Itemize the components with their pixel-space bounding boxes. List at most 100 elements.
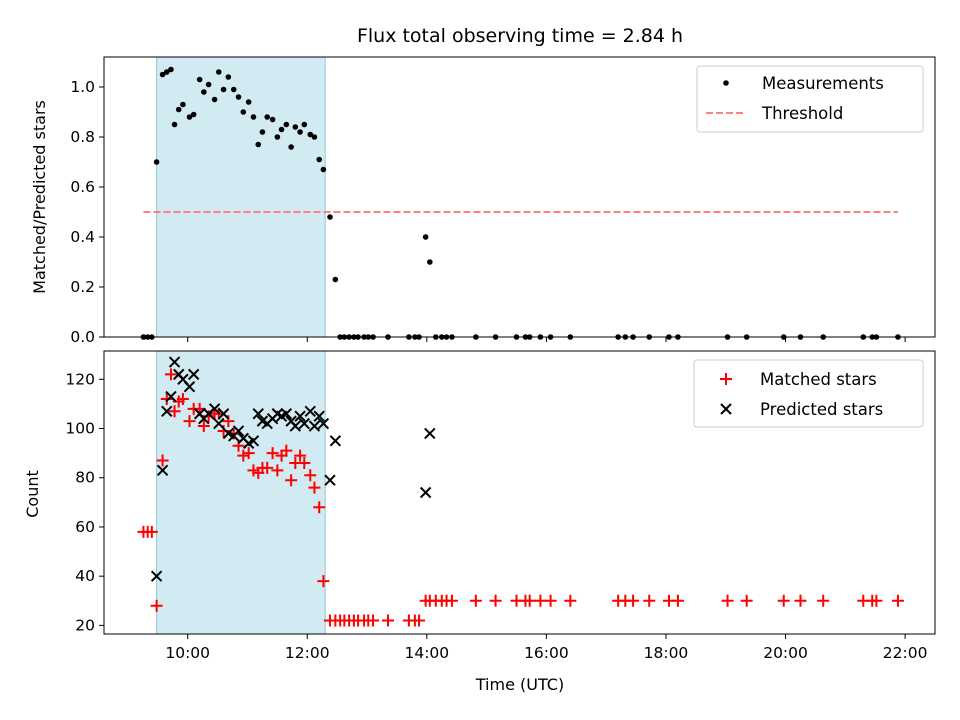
matched-star-point (197, 420, 210, 433)
matched-star-point (168, 405, 181, 418)
x-tick-label: 22:00 (883, 644, 928, 662)
measurement-point (215, 69, 222, 75)
y-tick-label: 1.0 (70, 78, 95, 96)
matched-star-point (413, 614, 426, 627)
top-plot-area: 0.0 0.2 0.4 0.6 0.8 1.0 (70, 56, 936, 346)
predicted-star-point (213, 417, 225, 430)
top-legend: Measurements Threshold (696, 65, 924, 133)
matched-star-point (627, 594, 640, 607)
measurement-point (297, 129, 303, 135)
measurement-point (259, 129, 266, 135)
y-tick-label: 20 (75, 616, 95, 634)
bottom-legend-box (693, 359, 924, 428)
chart-title: Flux total observing time = 2.84 h (357, 25, 683, 47)
matched-star-point (160, 392, 173, 405)
measurement-point (230, 86, 237, 93)
predicted-star-point (150, 570, 163, 582)
matched-star-point (294, 449, 307, 462)
predicted-star-point (165, 390, 177, 403)
y-tick-label: 0.6 (70, 178, 95, 196)
measurement-point (327, 214, 333, 220)
predicted-star-point (232, 425, 245, 437)
matched-star-point (777, 594, 790, 607)
y-tick-label: 100 (65, 420, 95, 438)
predicted-star-point (280, 408, 293, 420)
predicted-star-point (208, 403, 221, 415)
measurement-point (201, 89, 207, 95)
measurement-point (235, 94, 242, 100)
measurement-point (171, 121, 178, 128)
matched-star-point (445, 594, 458, 607)
predicted-star-point (187, 368, 200, 381)
measurement-point (283, 121, 290, 128)
predicted-star-point (313, 410, 325, 422)
bottom-legend: Matched stars Predicted stars (693, 359, 924, 428)
predicted-star-point (161, 405, 173, 417)
matched-star-point (145, 525, 158, 538)
matched-star-point (176, 392, 189, 405)
y-tick-label: 0.2 (70, 278, 95, 296)
measurement-point (225, 74, 232, 80)
x-tick-label: 20:00 (763, 644, 808, 662)
axes-frame (103, 56, 936, 338)
measurement-point (316, 156, 323, 163)
measurement-point (269, 116, 276, 123)
bottom-plot-area: 20 40 60 80 100 120 10:00 12:00 14:00 16:00 18:00 2… (65, 350, 936, 662)
matched-star-point (643, 594, 656, 607)
predicted-star-point (183, 380, 196, 393)
legend-threshold-label: Threshold (761, 104, 843, 123)
measurement-point (427, 259, 433, 265)
matched-star-point (564, 594, 577, 607)
matched-star-point (280, 444, 293, 457)
y-tick-label: 40 (75, 567, 95, 585)
measurement-point (163, 69, 170, 75)
predicted-star-point (289, 420, 302, 432)
matched-star-point (202, 410, 215, 423)
matched-star-point (469, 594, 482, 607)
matched-star-point (242, 447, 255, 460)
legend-matched-marker (720, 373, 732, 385)
matched-star-point (164, 368, 177, 381)
measurement-point (320, 166, 327, 173)
measurement-point (175, 106, 182, 113)
matched-star-point (313, 501, 326, 514)
measurement-point (307, 131, 314, 138)
predicted-star-point (252, 408, 264, 420)
x-axis-label: Time (UTC) (475, 675, 564, 694)
matched-star-point (304, 469, 317, 482)
observing-interval-shade (156, 56, 326, 338)
measurement-point (250, 114, 257, 120)
matched-star-point (237, 449, 250, 462)
y-tick-label: 120 (65, 370, 95, 388)
y-tick-label: 0.4 (70, 228, 95, 246)
y-tick-label: 60 (75, 518, 95, 536)
predicted-star-point (329, 435, 342, 447)
matched-star-point (523, 594, 536, 607)
matched-star-point (308, 481, 321, 494)
measurement-point (288, 144, 294, 150)
matched-star-point (156, 454, 169, 467)
matched-star-point (381, 614, 394, 627)
measurement-point (159, 71, 166, 78)
matched-star-point (317, 575, 330, 588)
predicted-star-point (294, 410, 306, 422)
matched-star-point (261, 461, 274, 474)
predicted-star-point (324, 474, 336, 486)
bottom-y-axis-label: Count (23, 470, 42, 518)
measurement-point (311, 134, 318, 140)
top-y-axis-label: Matched/Predicted stars (30, 100, 49, 294)
matched-star-point (544, 594, 557, 607)
axes-frame (103, 350, 936, 635)
predicted-star-point (308, 420, 321, 432)
measurement-point (240, 109, 247, 115)
top-panel: 0.0 0.2 0.4 0.6 0.8 1.0 Measurements Threshol… (30, 56, 936, 346)
matched-star-point (870, 594, 883, 607)
x-tick-label: 12:00 (285, 644, 330, 662)
matched-star-point (891, 594, 904, 607)
matched-star-point (183, 415, 196, 428)
matched-star-point (721, 594, 734, 607)
x-tick-label: 10:00 (165, 644, 210, 662)
measurement-point (422, 234, 429, 240)
matched-star-point (266, 447, 279, 460)
legend-predicted-label: Predicted stars (760, 400, 883, 419)
